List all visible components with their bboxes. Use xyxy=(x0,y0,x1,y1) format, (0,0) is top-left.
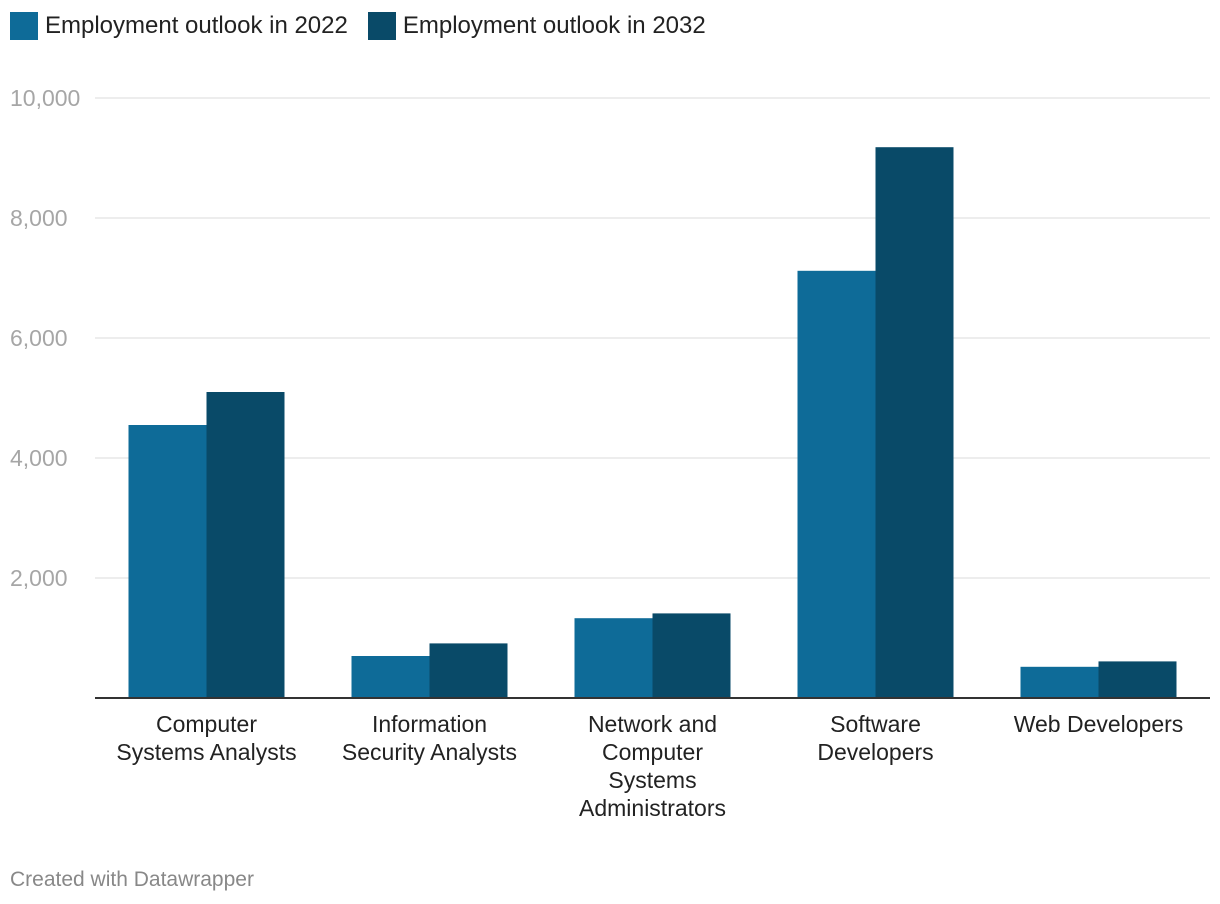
bar-2022-0 xyxy=(128,425,207,698)
y-tick-label-2000: 2,000 xyxy=(10,565,68,591)
legend-swatch-2032 xyxy=(367,12,396,40)
bar-2022-3 xyxy=(797,270,876,698)
x-category-label-2: Network and Computer Systems Administrators xyxy=(579,711,726,821)
legend-label-2022: Employment outlook in 2022 xyxy=(45,12,348,39)
bar-2022-2 xyxy=(574,618,653,698)
bar-2032-1 xyxy=(429,643,508,698)
footer-credit: Created with Datawrapper xyxy=(10,868,254,891)
bar-2032-0 xyxy=(206,392,285,698)
x-category-label-4: Web Developers xyxy=(1014,711,1184,737)
bar-2022-4 xyxy=(1020,666,1099,698)
y-tick-label-6000: 6,000 xyxy=(10,325,68,351)
legend-swatch-2022 xyxy=(10,12,38,40)
legend: Employment outlook in 2022 Employment ou… xyxy=(10,12,706,40)
bar-2032-3 xyxy=(875,147,954,698)
x-category-label-3: Software Developers xyxy=(817,711,933,765)
y-tick-label-8000: 8,000 xyxy=(10,205,68,231)
bar-2022-1 xyxy=(351,656,430,698)
y-tick-label-4000: 4,000 xyxy=(10,445,68,471)
legend-label-2032: Employment outlook in 2032 xyxy=(402,12,706,39)
bar-2032-2 xyxy=(652,613,731,698)
bar-2032-4 xyxy=(1098,661,1177,698)
y-tick-label-10000: 10,000 xyxy=(10,85,80,111)
legend-item-2022: Employment outlook in 2022 xyxy=(10,12,348,40)
x-category-label-0: Computer Systems Analysts xyxy=(116,711,296,765)
x-category-label-1: Information Security Analysts xyxy=(342,711,517,765)
legend-item-2032: Employment outlook in 2032 xyxy=(367,12,706,40)
